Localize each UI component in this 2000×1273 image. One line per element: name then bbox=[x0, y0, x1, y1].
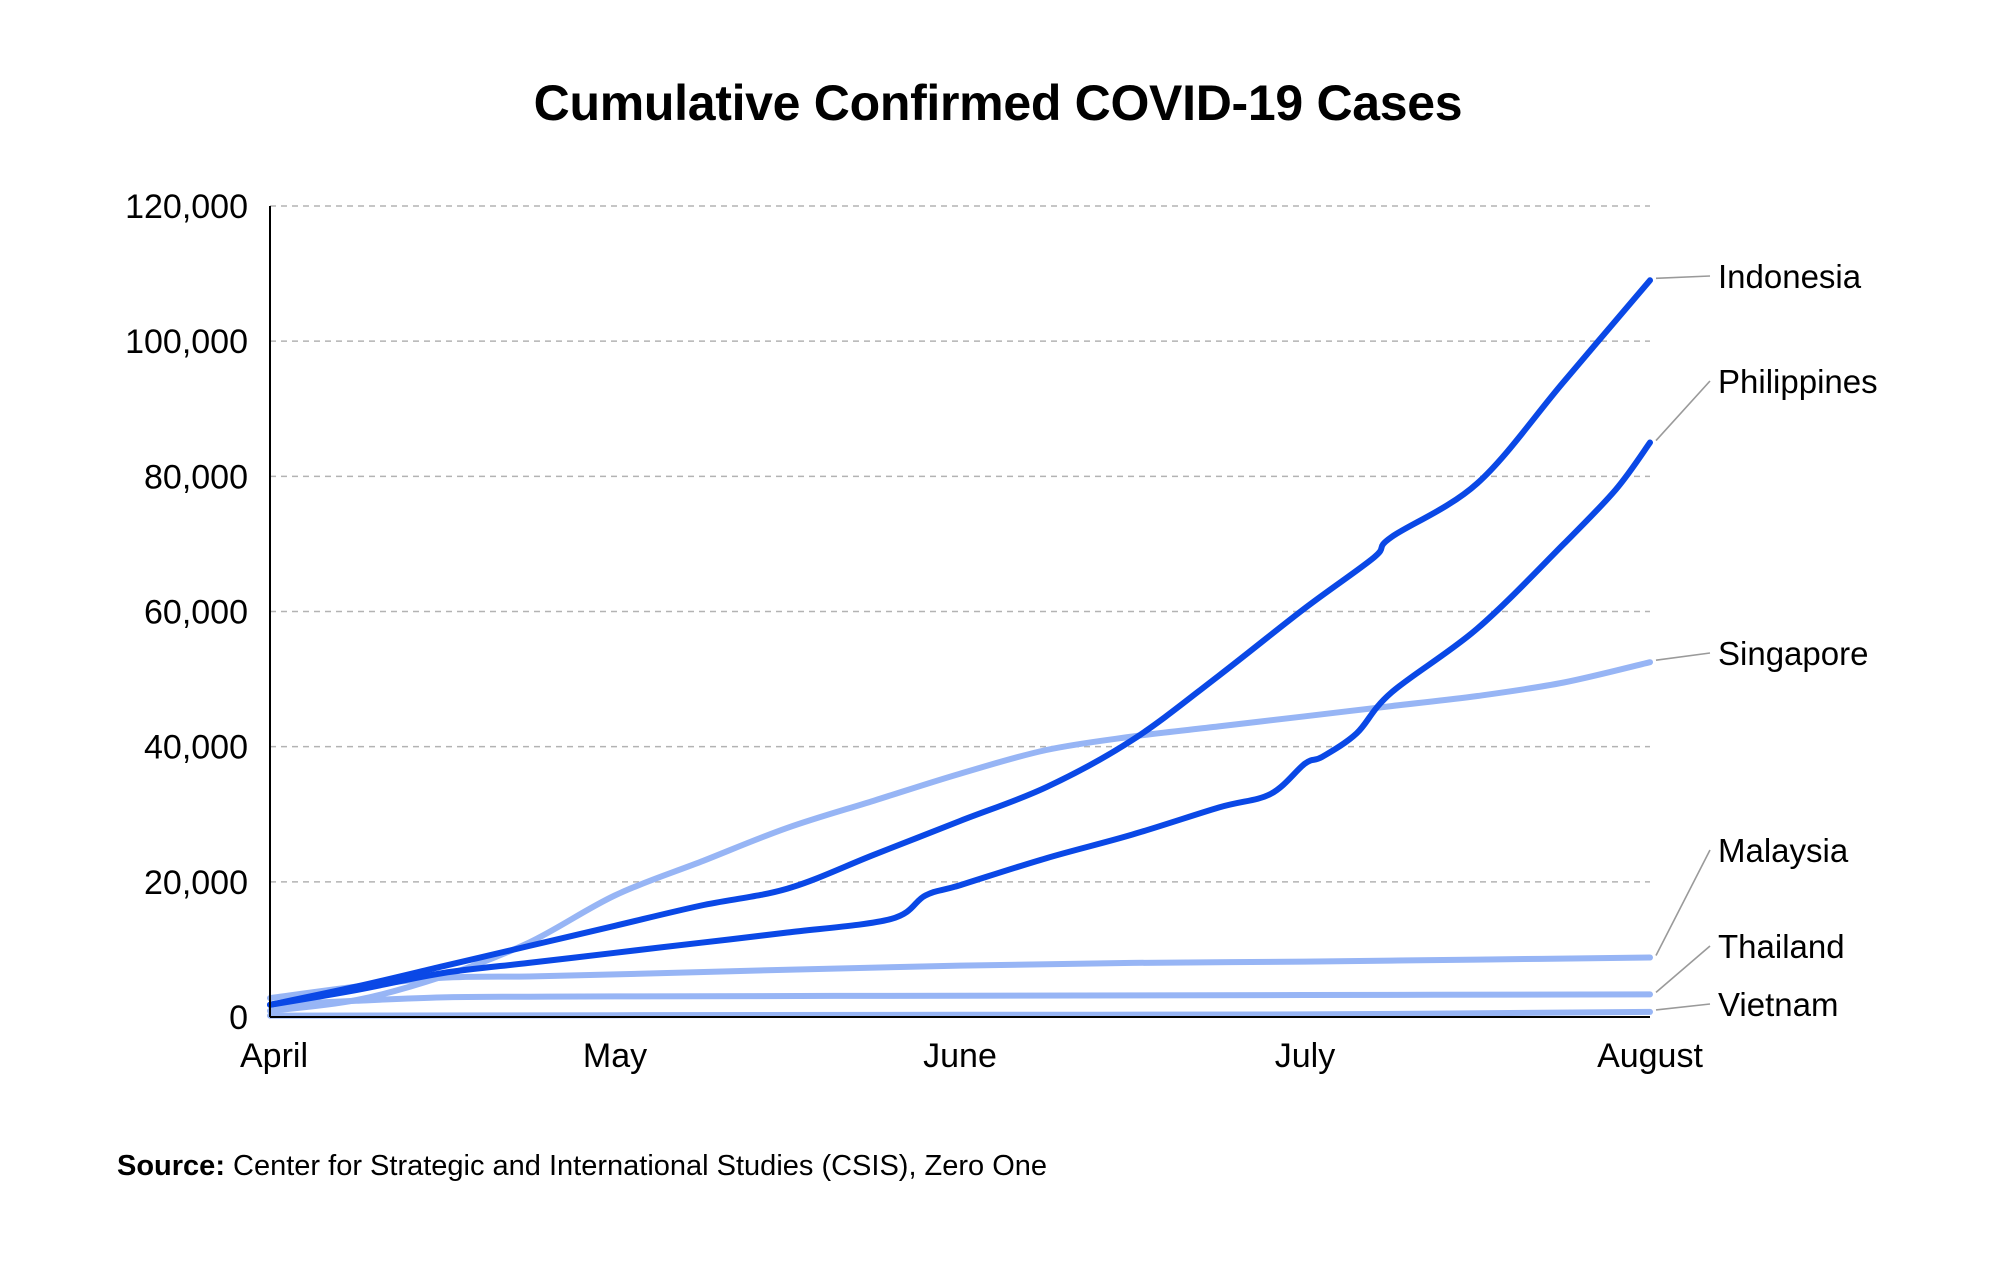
y-tick-label: 20,000 bbox=[144, 864, 248, 902]
series-label-malaysia: Malaysia bbox=[1718, 832, 1849, 869]
gridlines bbox=[270, 205, 1650, 883]
y-tick-label: 120,000 bbox=[125, 188, 248, 226]
y-axis-ticks: 0 20,000 40,000 60,000 80,000 100,000 120,000 bbox=[125, 188, 248, 1037]
series-line-thailand bbox=[267, 991, 1653, 1008]
x-tick-label: June bbox=[923, 1037, 997, 1075]
chart-title: Cumulative Confirmed COVID-19 Cases bbox=[533, 75, 1463, 131]
source-text: Center for Strategic and International S… bbox=[233, 1150, 1048, 1182]
series-label-singapore: Singapore bbox=[1718, 635, 1868, 672]
x-tick-label: August bbox=[1597, 1037, 1703, 1075]
series-label-indonesia: Indonesia bbox=[1718, 258, 1862, 295]
series-line-vietnam bbox=[267, 1008, 1653, 1019]
y-tick-label: 100,000 bbox=[125, 323, 248, 361]
x-tick-label: April bbox=[240, 1037, 308, 1075]
series-line-philippines bbox=[267, 439, 1653, 1008]
leader-line-philippines bbox=[1655, 380, 1711, 442]
leader-line-indonesia bbox=[1655, 275, 1711, 280]
source-label: Source: bbox=[117, 1150, 225, 1182]
x-axis-ticks: April May June July August bbox=[240, 1037, 1703, 1075]
label-leader-lines bbox=[1655, 275, 1711, 1011]
source-note: Source: Center for Strategic and Interna… bbox=[117, 1150, 1047, 1183]
leader-line-singapore bbox=[1655, 652, 1711, 661]
y-tick-label: 80,000 bbox=[144, 458, 248, 496]
x-tick-label: July bbox=[1275, 1037, 1335, 1075]
series-label-thailand: Thailand bbox=[1718, 928, 1845, 965]
leader-line-vietnam bbox=[1655, 1003, 1711, 1011]
series-line-indonesia bbox=[267, 277, 1653, 1008]
series-label-philippines: Philippines bbox=[1718, 363, 1878, 400]
series-labels: Indonesia Philippines Singapore Malaysia Tha… bbox=[1718, 258, 1878, 1023]
y-tick-label: 60,000 bbox=[144, 594, 248, 632]
x-tick-label: May bbox=[583, 1037, 647, 1075]
y-tick-label: 40,000 bbox=[144, 729, 248, 767]
leader-line-malaysia bbox=[1655, 849, 1711, 956]
leader-line-thailand bbox=[1655, 945, 1711, 993]
y-tick-label: 0 bbox=[229, 999, 248, 1037]
series-line-malaysia bbox=[267, 954, 1653, 1002]
series-label-vietnam: Vietnam bbox=[1718, 986, 1838, 1023]
series-lines bbox=[267, 277, 1653, 1019]
